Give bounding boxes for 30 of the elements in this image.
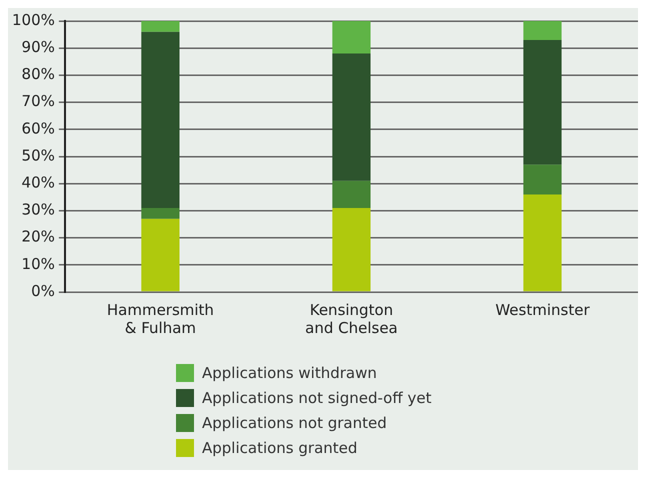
y-tick-label: 20% [22,228,55,246]
y-tick-label: 100% [12,10,55,29]
x-tick-label: Westminster [495,300,590,319]
y-tick-label: 40% [22,173,55,192]
bar [523,164,562,194]
legend-label: Applications granted [202,438,358,456]
bar [332,21,371,54]
legend-label: Applications withdrawn [202,364,377,382]
bar [332,208,371,292]
y-tick-label: 0% [31,282,55,300]
bar [332,180,371,208]
y-tick-label: 80% [22,65,55,84]
bar [141,208,180,219]
bar [141,218,180,292]
bar [523,40,562,165]
bar [523,21,562,40]
y-tick-label: 70% [22,92,55,110]
y-tick-label: 30% [22,200,55,219]
bar [141,32,180,208]
y-tick-label: 60% [22,119,55,138]
bar [332,54,371,181]
legend-label: Applications not signed-off yet [202,388,432,406]
y-tick-label: 10% [22,254,55,273]
bar [523,194,562,292]
y-tick-label: 50% [22,146,55,164]
x-tick-label: Hammersmith & Fulham [106,300,214,337]
legend-label: Applications not granted [202,414,387,432]
bar [141,21,180,32]
y-tick-label: 90% [22,38,55,56]
x-tick-label: Kensington and Chelsea [305,300,398,337]
